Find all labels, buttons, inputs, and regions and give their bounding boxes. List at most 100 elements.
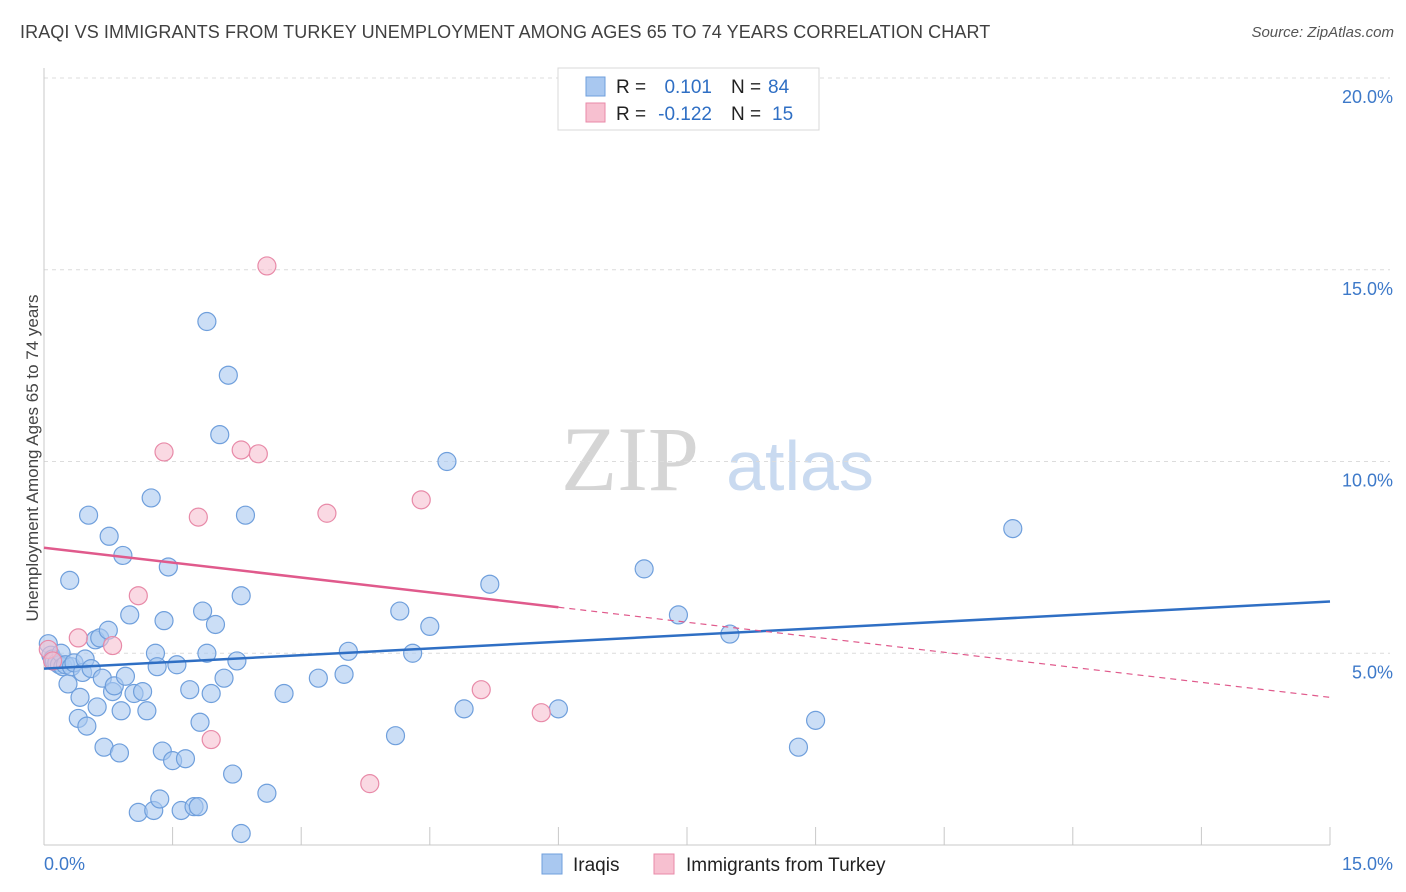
legend-r-value-1: -0.122 [658,104,712,125]
point-iraqis-61 [223,764,243,784]
point-iraqis-83 [805,710,826,730]
legend-r-label-0: R = [616,77,646,98]
watermark-atlas: atlas [726,427,874,505]
point-iraqis-26 [99,526,119,546]
point-iraqis-56 [201,683,221,704]
y-tick-label-2: 15.0% [1342,279,1393,299]
point-iraqis-68 [308,668,328,688]
point-iraqis-49 [175,749,196,769]
y-tick-label-3: 20.0% [1342,87,1393,107]
point-iraqis-72 [390,601,410,621]
series-legend: Iraqis Immigrants from Turkey [541,853,886,876]
point-iraqis-74 [420,616,440,637]
x-tick-labels: 0.0% 15.0% [44,854,1393,874]
x-tick-label-0: 0.0% [44,854,85,874]
point-iraqis-67 [274,683,294,704]
point-iraqis-42 [150,789,170,809]
point-iraqis-59 [214,668,234,688]
bottom-legend-label-turkey: Immigrants from Turkey [686,855,886,876]
trendline-turkey-extension [558,606,1331,698]
point-iraqis-55 [197,643,217,663]
point-iraqis-32 [115,666,136,686]
point-iraqis-29 [109,743,130,763]
chart-title: IRAQI VS IMMIGRANTS FROM TURKEY UNEMPLOY… [20,22,991,42]
point-iraqis-60 [218,365,238,385]
point-iraqis-73 [403,643,423,663]
point-iraqis-78 [548,699,569,719]
point-iraqis-52 [188,797,208,817]
point-turkey-8 [248,444,268,464]
point-iraqis-63 [231,586,251,606]
point-iraqis-33 [120,605,140,625]
trendline-iraqis [43,600,1331,670]
point-turkey-5 [154,442,174,462]
point-iraqis-79 [634,559,654,579]
point-iraqis-50 [180,680,200,700]
bottom-legend-label-iraqis: Iraqis [573,855,619,876]
watermark: ZIP atlas [561,408,874,510]
point-turkey-12 [471,680,491,700]
watermark-zip: ZIP [561,408,699,510]
y-tick-label-1: 10.0% [1342,471,1393,491]
x-ticks [172,827,1331,845]
legend-swatch-turkey [585,102,606,123]
point-iraqis-85 [197,311,217,332]
point-turkey-3 [102,635,123,656]
bottom-legend-swatch-turkey [653,853,675,875]
point-iraqis-71 [385,726,406,746]
point-iraqis-69 [334,664,354,684]
point-iraqis-76 [454,699,474,719]
legend-swatch-iraqis [585,76,606,97]
points-iraqis [38,311,1023,844]
point-turkey-4 [128,586,148,606]
point-iraqis-30 [111,701,131,721]
point-iraqis-36 [132,681,153,702]
point-iraqis-44 [154,611,174,631]
point-iraqis-18 [78,505,99,525]
point-iraqis-37 [137,701,157,721]
point-iraqis-10 [60,570,80,590]
point-iraqis-47 [167,655,187,675]
point-turkey-14 [360,774,380,794]
legend-n-label-0: N = [731,77,761,98]
point-iraqis-17 [77,716,97,736]
point-iraqis-84 [1003,519,1023,539]
point-turkey-2 [68,628,88,648]
point-iraqis-38 [141,488,161,508]
point-turkey-1 [42,651,63,671]
point-turkey-7 [231,440,251,460]
point-iraqis-65 [231,823,251,844]
point-iraqis-75 [437,451,457,472]
correlation-legend: R = 0.101 N = 84 R = -0.122 N = 15 [557,67,820,131]
legend-n-label-1: N = [731,104,761,125]
legend-r-value-0: 0.101 [664,77,712,98]
point-iraqis-80 [668,605,689,625]
point-iraqis-77 [480,574,500,594]
legend-r-label-1: R = [616,104,646,125]
point-iraqis-66 [257,783,277,803]
y-tick-label-0: 5.0% [1352,662,1393,682]
legend-n-value-0: 84 [768,77,790,98]
trendlines [43,546,1331,698]
point-iraqis-41 [147,657,167,677]
y-axis-label: Unemployment Among Ages 65 to 74 years [23,295,42,622]
point-turkey-6 [188,507,208,527]
points-immigrants-from-turkey [38,256,551,794]
point-iraqis-82 [788,737,809,757]
point-turkey-9 [257,256,277,276]
point-iraqis-57 [205,614,226,635]
point-iraqis-53 [190,712,210,732]
point-iraqis-62 [227,651,247,671]
point-turkey-10 [317,503,337,523]
point-turkey-15 [201,729,221,750]
point-turkey-13 [531,703,551,723]
x-tick-label-1: 15.0% [1342,854,1393,874]
point-turkey-11 [411,490,431,510]
point-iraqis-58 [210,425,230,445]
bottom-legend-swatch-iraqis [541,853,563,875]
legend-n-value-1: 15 [772,104,793,125]
gridlines [44,77,1390,654]
trendline-turkey [43,546,559,609]
y-tick-labels: 5.0% 10.0% 15.0% 20.0% [1342,87,1393,682]
point-iraqis-64 [235,505,256,525]
